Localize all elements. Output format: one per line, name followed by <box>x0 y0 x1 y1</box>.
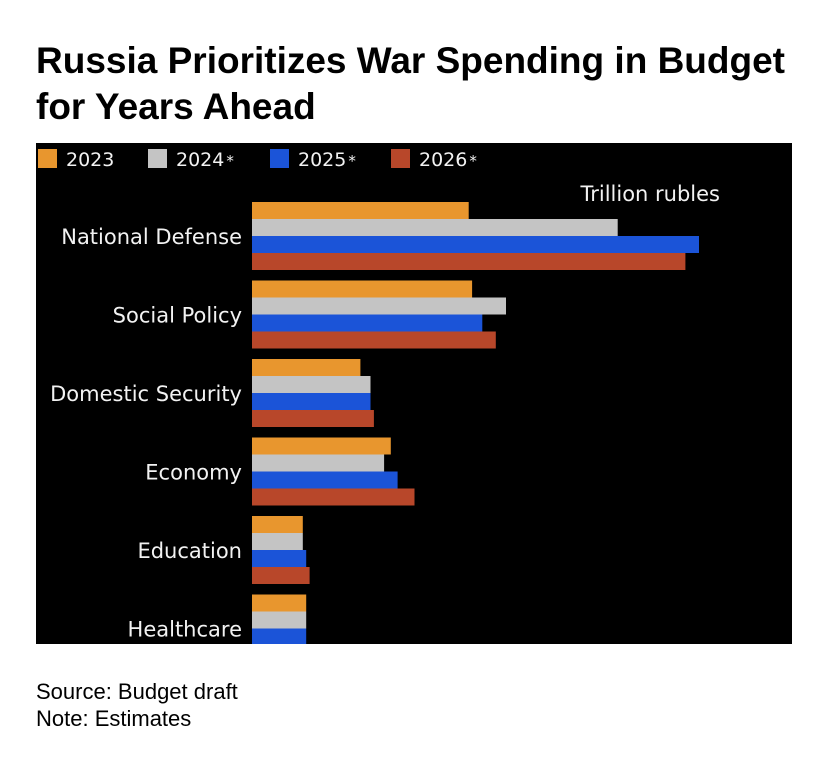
chart-panel: 2023 2024 * 2025 * 2026 * Trillion rubles Nati… <box>36 143 792 644</box>
category-label-social-policy: Social Policy <box>113 304 242 328</box>
bar-social-policy-2026 <box>252 331 496 349</box>
category-labels: National Defense Social Policy Domestic Se… <box>50 225 242 642</box>
category-label-healthcare: Healthcare <box>128 618 242 642</box>
category-label-domestic-security: Domestic Security <box>50 382 242 406</box>
category-label-economy: Economy <box>145 461 242 485</box>
chart-title: Russia Prioritizes War Spending in Budge… <box>36 40 785 127</box>
unit-label: Trillion rubles <box>579 182 720 206</box>
legend-swatch-2024 <box>148 149 167 168</box>
legend-estimate-marker: * <box>348 152 356 170</box>
bar-education-2023 <box>252 516 303 533</box>
chart-footer: Source: Budget draft Note: Estimates <box>36 678 238 732</box>
legend-label-2025: 2025 * <box>298 149 356 171</box>
bar-chart: 2023 2024 * 2025 * 2026 * Trillion rubles Nati… <box>38 149 720 644</box>
bar-healthcare-2023 <box>252 594 307 612</box>
bar-economy-2026 <box>252 488 415 506</box>
legend-estimate-marker: * <box>226 152 234 170</box>
bar-domestic-security-2023 <box>252 359 361 376</box>
legend-estimate-marker: * <box>469 152 477 170</box>
bar-national-defense-2026 <box>252 253 686 270</box>
bar-education-2024 <box>252 533 303 550</box>
legend-label-2024: 2024 * <box>176 149 234 171</box>
bar-social-policy-2023 <box>252 280 473 298</box>
legend-swatch-2025 <box>270 149 289 168</box>
legend-swatch-2023 <box>38 149 57 168</box>
bar-healthcare-2024 <box>252 611 307 629</box>
category-label-education: Education <box>137 539 242 563</box>
bar-domestic-security-2025 <box>252 393 371 410</box>
bar-domestic-security-2024 <box>252 376 371 393</box>
estimate-note: Note: Estimates <box>36 706 192 731</box>
bar-economy-2024 <box>252 454 385 472</box>
bar-economy-2025 <box>252 471 398 489</box>
category-label-national-defense: National Defense <box>61 225 242 249</box>
bar-national-defense-2023 <box>252 202 469 219</box>
bar-national-defense-2025 <box>252 236 699 253</box>
bar-domestic-security-2026 <box>252 410 374 427</box>
legend-label-2023: 2023 <box>66 149 114 171</box>
bar-national-defense-2024 <box>252 219 618 236</box>
chart-legend: 2023 2024 * 2025 * 2026 * <box>38 149 477 171</box>
bar-healthcare-2025 <box>252 628 307 644</box>
bar-economy-2023 <box>252 437 391 455</box>
legend-label-2026: 2026 * <box>419 149 477 171</box>
bar-social-policy-2024 <box>252 297 506 315</box>
legend-swatch-2026 <box>391 149 410 168</box>
bar-education-2026 <box>252 567 310 584</box>
bar-social-policy-2025 <box>252 314 483 332</box>
bar-education-2025 <box>252 550 307 567</box>
source-note: Source: Budget draft <box>36 679 238 704</box>
bar-series <box>252 202 699 644</box>
